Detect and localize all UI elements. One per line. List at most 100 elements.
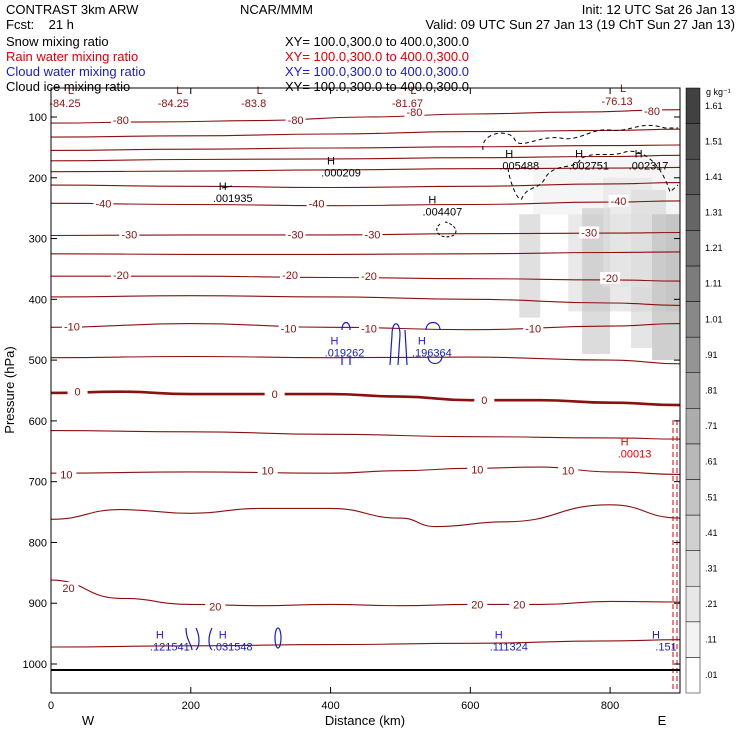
- temperature-contour-line: [51, 295, 680, 306]
- min-marker-letter: L: [410, 85, 416, 97]
- contour-label-bg: [58, 582, 79, 595]
- contour-label: 10: [60, 469, 72, 481]
- colorbar-swatch: [685, 585, 701, 623]
- temperature-contour-line: [51, 251, 680, 255]
- x-tick-label: 0: [48, 700, 54, 712]
- min-marker-letter: L: [68, 85, 74, 97]
- colorbar-swatch: [685, 87, 701, 124]
- min-marker-value: -84.25: [158, 98, 189, 110]
- temperature-contour-line: [51, 109, 680, 124]
- contour-label-bg: [358, 270, 379, 283]
- contour-label: -20: [113, 270, 129, 282]
- temperature-contour-line: [51, 466, 680, 475]
- colorbar-swatch: [685, 158, 701, 196]
- header-forecast: Fcst: 21 h: [6, 17, 74, 32]
- y-tick-label: 700: [29, 477, 47, 489]
- field-xy-rain: XY= 100.0,300.0 to 400.0,300.0: [285, 49, 469, 64]
- colorbar-label: .41: [705, 528, 718, 538]
- contour-label: -40: [95, 198, 111, 210]
- max-marker-value: .002751: [569, 160, 609, 172]
- field-label-rain: Rain water mixing ratio: [6, 49, 138, 64]
- field-label-snow: Snow mixing ratio: [6, 34, 109, 49]
- min-marker-value: -84.25: [49, 98, 80, 110]
- contour-label-bg: [257, 464, 278, 477]
- contour-label-bg: [579, 226, 600, 239]
- snow-contour-tick: [221, 185, 233, 189]
- contour-label: -20: [361, 271, 377, 283]
- contour-label: -10: [281, 324, 297, 336]
- colorbar-label: .01: [705, 670, 718, 680]
- rain-contour: [672, 420, 678, 690]
- x-tick-label: 800: [601, 700, 619, 712]
- temperature-contours: [51, 109, 680, 648]
- contour-label-bg: [467, 463, 488, 476]
- max-marker-letter: H: [495, 630, 503, 642]
- snow-contour-small: [436, 221, 457, 238]
- contour-label: 10: [562, 466, 574, 478]
- y-tick-label: 300: [29, 234, 47, 246]
- cloud-water-contour: [274, 627, 282, 649]
- colorbar-label: 1.31: [705, 208, 723, 218]
- max-marker-value: .00013: [618, 448, 652, 460]
- colorbar-swatch: [685, 479, 701, 516]
- min-marker-letter: L: [257, 85, 263, 97]
- colorbar-units: g kg⁻¹: [706, 87, 731, 97]
- temperature-contour-line: [51, 323, 680, 331]
- contour-label: 20: [471, 599, 483, 611]
- max-marker-value: .001935: [213, 193, 253, 205]
- contour-label: -40: [309, 198, 325, 210]
- contour-label-bg: [61, 320, 82, 333]
- colorbar-label: .61: [705, 457, 718, 467]
- colorbar-label: 1.41: [705, 172, 723, 182]
- colorbar-swatch: [685, 194, 701, 231]
- colorbar-swatch: [685, 372, 701, 409]
- contour-label: -30: [121, 229, 137, 241]
- temperature-contour-line: [51, 639, 680, 648]
- colorbar-label: .51: [705, 492, 718, 502]
- field-label-cloud-water: Cloud water mixing ratio: [6, 64, 145, 79]
- max-marker-letter: H: [505, 148, 513, 160]
- max-marker-letter: H: [418, 335, 426, 347]
- colorbar-swatch: [685, 301, 701, 338]
- contour-label: -10: [361, 324, 377, 336]
- snow-shaded-cell: [519, 214, 541, 318]
- contour-label-bg: [119, 228, 140, 241]
- contour-label-bg: [509, 598, 530, 611]
- y-tick-label: 1000: [23, 659, 47, 671]
- snow-contour-outline: [482, 124, 679, 200]
- y-axis-title: Pressure (hPa): [2, 346, 17, 433]
- contour-label: -30: [581, 227, 597, 239]
- max-marker-letter: H: [575, 148, 583, 160]
- y-tick-label: 100: [29, 112, 47, 124]
- colorbar-swatch: [685, 123, 701, 160]
- contour-label-bg: [278, 322, 299, 335]
- y-tick-label: 800: [29, 537, 47, 549]
- header-init: Init: 12 UTC Sat 26 Jan 13: [582, 2, 735, 17]
- max-marker-value: .005488: [499, 160, 539, 172]
- contour-label: -80: [288, 115, 304, 127]
- field-xy-snow: XY= 100.0,300.0 to 400.0,300.0: [285, 34, 469, 49]
- temperature-contour-line: [51, 128, 680, 138]
- contour-label-bg: [205, 600, 226, 613]
- temperature-contour-line: [51, 504, 680, 528]
- contour-label: -80: [644, 106, 660, 118]
- field-xy-cloud-ice: XY= 100.0,300.0 to 400.0,300.0: [285, 79, 469, 94]
- y-tick-label: 600: [29, 416, 47, 428]
- colorbar-label: .81: [705, 386, 718, 396]
- header-project: CONTRAST 3km ARW: [6, 2, 139, 17]
- colorbar-swatch: [685, 408, 701, 445]
- temperature-contour-line: [51, 355, 680, 365]
- y-tick-label: 900: [29, 598, 47, 610]
- max-marker-letter: H: [635, 148, 643, 160]
- contour-label-bg: [110, 114, 131, 127]
- hydrometeor-features: [185, 124, 679, 690]
- contour-label: 20: [209, 601, 221, 613]
- contour-label-bg: [285, 228, 306, 241]
- colorbar-label: .11: [705, 635, 717, 645]
- y-tick-label: 400: [29, 294, 47, 306]
- contour-label: -30: [365, 229, 381, 241]
- colorbar-swatch: [685, 621, 701, 658]
- contour-label-bg: [362, 228, 383, 241]
